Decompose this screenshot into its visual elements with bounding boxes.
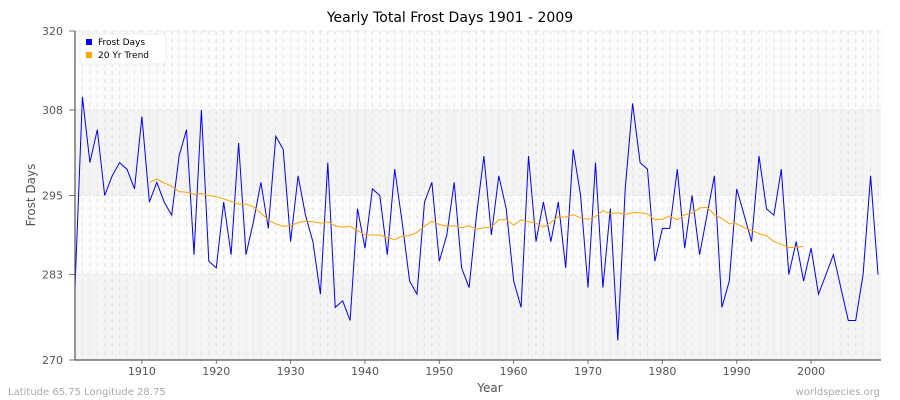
background-band xyxy=(75,109,881,196)
trend-line xyxy=(149,178,804,248)
x-tick-label: 1910 xyxy=(128,365,156,378)
y-tick-label: 308 xyxy=(42,104,63,117)
x-tick-label: 1960 xyxy=(500,365,528,378)
x-tick-label: 1920 xyxy=(202,365,230,378)
y-axis-label: Frost Days xyxy=(24,164,38,227)
x-tick-label: 1970 xyxy=(574,365,602,378)
x-tick-label: 1950 xyxy=(425,365,453,378)
y-tick-label: 295 xyxy=(42,190,63,203)
footer-site: worldspecies.org xyxy=(796,387,880,398)
legend-swatch-trend xyxy=(86,52,92,58)
y-tick-label: 283 xyxy=(42,268,63,281)
y-tick-label: 320 xyxy=(42,25,63,38)
x-tick-label: 1940 xyxy=(351,365,379,378)
x-axis-label: Year xyxy=(476,381,502,395)
legend: Frost Days 20 Yr Trend xyxy=(79,33,167,65)
background-band xyxy=(75,31,881,110)
y-tick-label: 270 xyxy=(42,354,63,367)
legend-label-frost-days: Frost Days xyxy=(98,38,145,48)
legend-label-trend: 20 Yr Trend xyxy=(98,51,149,61)
background-band xyxy=(75,274,881,360)
footer-location: Latitude 65.75 Longitude 28.75 xyxy=(8,387,166,398)
legend-swatch-frost-days xyxy=(86,39,92,45)
x-tick-label: 1930 xyxy=(277,365,305,378)
frost-days-line xyxy=(74,96,879,341)
background-band xyxy=(75,195,881,275)
x-tick-label: 1980 xyxy=(648,365,676,378)
x-tick-label: 1990 xyxy=(723,365,751,378)
x-tick-label: 2000 xyxy=(797,365,825,378)
legend-box xyxy=(79,33,167,65)
chart-title: Yearly Total Frost Days 1901 - 2009 xyxy=(326,10,573,26)
